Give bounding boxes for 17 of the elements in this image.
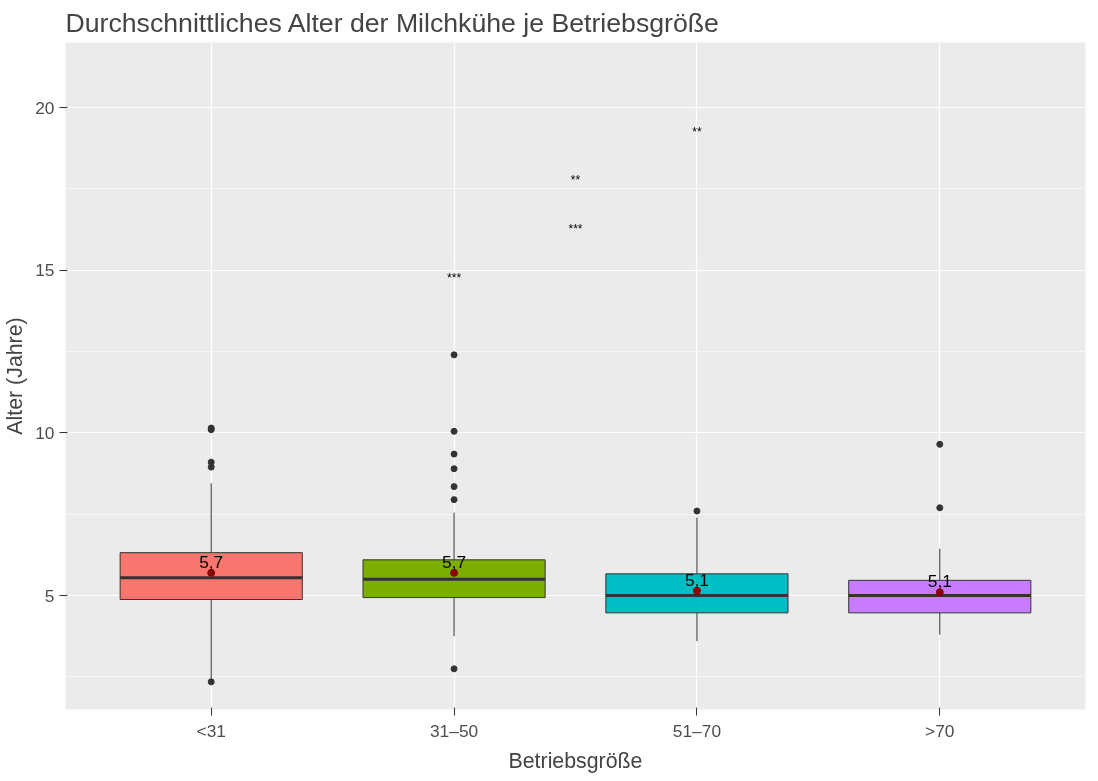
y-tick-label: 20 <box>35 97 55 118</box>
y-tick-label: 5 <box>44 585 55 606</box>
x-tick-label: 31–50 <box>429 720 479 741</box>
y-tick-label: 15 <box>35 260 55 281</box>
x-axis-title: Betriebsgröße <box>508 748 643 773</box>
x-tick-label: >70 <box>925 720 955 741</box>
x-tick-label: 51–70 <box>672 720 722 741</box>
data-label: 5,1 <box>684 569 709 590</box>
data-label: 5,7 <box>199 551 224 572</box>
annotation: ** <box>570 173 581 188</box>
x-tick-label: <31 <box>196 720 226 741</box>
annotation: *** <box>568 221 583 236</box>
chart-title: Durchschnittliches Alter der Milchkühe je Betriebsgröße <box>65 7 719 38</box>
annotation: *** <box>447 270 462 285</box>
annotation: ** <box>692 124 702 139</box>
y-tick-label: 10 <box>35 422 55 443</box>
y-axis-title: Alter (Jahre) <box>3 317 28 435</box>
